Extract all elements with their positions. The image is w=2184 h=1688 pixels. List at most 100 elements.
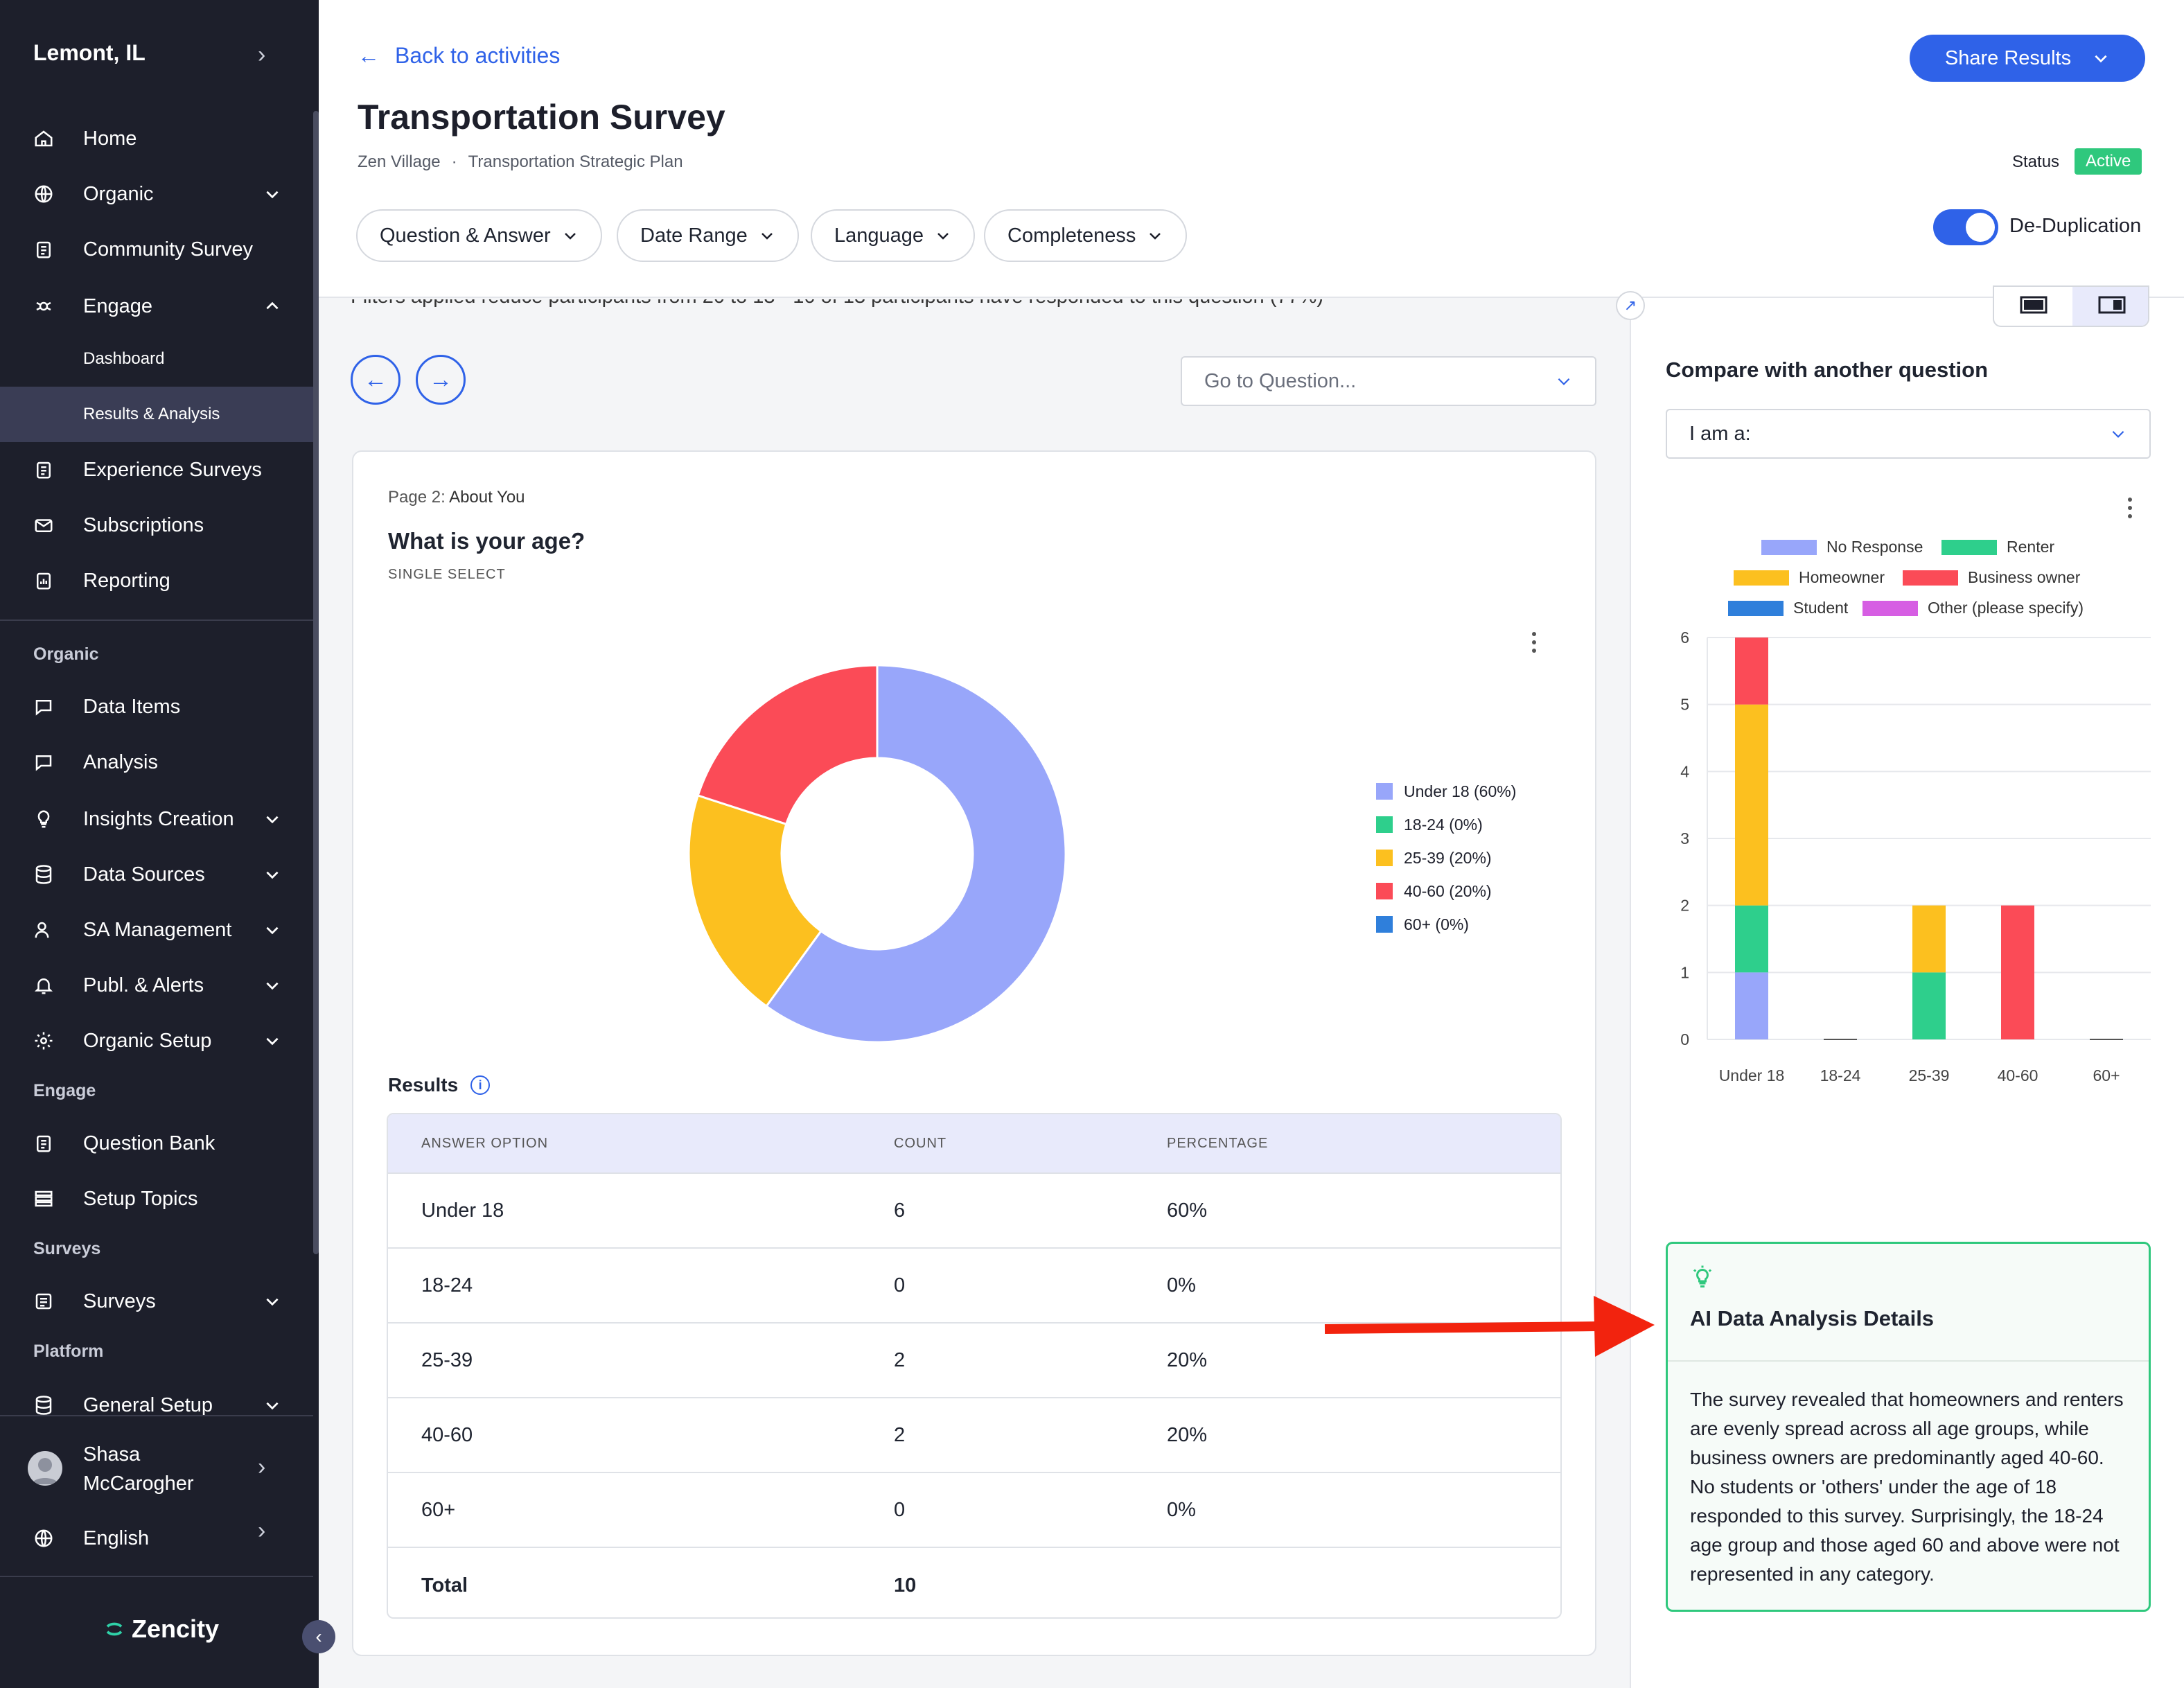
filter-question-answer[interactable]: Question & Answer (356, 209, 602, 262)
city-switcher[interactable]: Lemont, IL (33, 40, 146, 65)
view-split-button[interactable] (2072, 287, 2148, 326)
prev-question-button[interactable]: ← (351, 355, 400, 405)
sidebar-item-organic[interactable]: Organic (0, 172, 313, 216)
chevron-down-icon[interactable] (263, 185, 281, 203)
page-label: Page 2: About You (388, 488, 525, 507)
chevron-right-icon[interactable]: › (258, 42, 266, 68)
collapse-sidebar-button[interactable]: ‹ (302, 1620, 335, 1653)
chevron-down-icon[interactable] (263, 976, 281, 994)
legend-item[interactable]: Student (1728, 599, 1848, 617)
goto-question-select[interactable]: Go to Question... (1181, 356, 1596, 406)
compare-title: Compare with another question (1666, 358, 1989, 382)
chevron-up-icon[interactable] (263, 297, 281, 315)
compare-question-select[interactable]: I am a: (1666, 409, 2151, 459)
user-name[interactable]: Shasa McCarogher (83, 1440, 194, 1498)
sidebar-item-general-setup[interactable]: General Setup (0, 1383, 313, 1427)
legend-swatch (1376, 850, 1393, 866)
y-tick-label: 1 (1680, 963, 1689, 981)
answer-option: 18-24 (421, 1274, 473, 1296)
legend-item[interactable]: No Response (1761, 538, 1923, 556)
legend-swatch (1728, 600, 1784, 616)
sidebar-item-language[interactable]: English (0, 1516, 313, 1560)
sidebar-item-experience-surveys[interactable]: Experience Surveys (0, 448, 313, 492)
sidebar-item-setup-topics[interactable]: Setup Topics (0, 1177, 313, 1221)
legend-item[interactable]: Renter (1941, 538, 2054, 556)
bar-segment-renter (1735, 905, 1768, 973)
filter-label: Date Range (640, 224, 748, 247)
chevron-down-icon[interactable] (263, 810, 281, 828)
page-name: About You (449, 488, 525, 507)
sidebar-item-surveys[interactable]: Surveys (0, 1279, 313, 1324)
info-icon[interactable]: i (470, 1075, 491, 1095)
filter-date-range[interactable]: Date Range (617, 209, 799, 262)
avatar[interactable] (28, 1451, 62, 1486)
legend-item[interactable]: Business owner (1903, 568, 2080, 587)
legend-swatch (1941, 539, 1997, 555)
breadcrumb-item[interactable]: Zen Village (358, 152, 441, 171)
sidebar-scrollbar[interactable] (313, 111, 319, 1254)
sidebar-item-community-survey[interactable]: Community Survey (0, 227, 313, 272)
legend-item[interactable]: 40-60 (20%) (1376, 874, 1516, 908)
compare-chart-menu-icon[interactable] (2127, 498, 2133, 518)
bar-segment-homeowner (1912, 905, 1946, 973)
chevron-right-icon[interactable]: › (258, 1518, 266, 1544)
chevron-down-icon[interactable] (263, 865, 281, 883)
sidebar-item-dashboard[interactable]: Dashboard (0, 331, 313, 387)
view-single-button[interactable] (1994, 287, 2072, 326)
sidebar-item-engage[interactable]: Engage (0, 284, 313, 328)
chevron-down-icon (1558, 378, 1570, 385)
sidebar-item-question-bank[interactable]: Question Bank (0, 1121, 313, 1166)
sidebar-item-results-analysis[interactable]: Results & Analysis (0, 387, 313, 442)
back-link[interactable]: ← Back to activities (358, 43, 560, 69)
deduplication-toggle[interactable] (1933, 209, 1998, 245)
compare-question-value: I am a: (1689, 422, 1751, 445)
chevron-down-icon[interactable] (263, 921, 281, 939)
share-results-button[interactable]: Share Results (1910, 35, 2145, 82)
legend-item[interactable]: 25-39 (20%) (1376, 841, 1516, 874)
sidebar-item-data-items[interactable]: Data Items (0, 685, 313, 729)
sidebar-item-label: Surveys (83, 1290, 156, 1312)
sidebar-item-home[interactable]: Home (0, 116, 313, 161)
next-question-button[interactable]: → (416, 355, 466, 405)
mail-icon (32, 513, 55, 537)
filter-completeness[interactable]: Completeness (984, 209, 1188, 262)
breadcrumb-item[interactable]: Transportation Strategic Plan (468, 152, 683, 171)
sidebar-item-subscriptions[interactable]: Subscriptions (0, 503, 313, 547)
table-row: 18-24 0 0% (388, 1249, 1560, 1324)
sidebar-item-sa-management[interactable]: SA Management (0, 908, 313, 952)
filter-language[interactable]: Language (811, 209, 976, 262)
section-heading: Engage (33, 1081, 96, 1100)
y-tick-label: 5 (1680, 696, 1689, 714)
legend-item[interactable]: Under 18 (60%) (1376, 775, 1516, 808)
legend-item[interactable]: Homeowner (1734, 568, 1885, 587)
chevron-right-icon[interactable]: › (258, 1454, 266, 1480)
sidebar-item-publ-alerts[interactable]: Publ. & Alerts (0, 963, 313, 1008)
chevron-down-icon[interactable] (263, 1032, 281, 1050)
sidebar-item-organic-setup[interactable]: Organic Setup (0, 1019, 313, 1063)
chevron-down-icon[interactable] (263, 1292, 281, 1310)
lightbulb-icon (1693, 1265, 1712, 1287)
sidebar-item-insights-creation[interactable]: Insights Creation (0, 797, 313, 841)
sidebar-item-analysis[interactable]: Analysis (0, 740, 313, 784)
engage-icon (32, 294, 55, 318)
single-view-icon (2020, 296, 2047, 314)
chart-menu-icon[interactable] (1531, 632, 1537, 653)
view-toggle (1993, 285, 2149, 327)
sidebar: Lemont, IL › Home Organic Community Surv… (0, 0, 319, 1688)
filter-label: Language (834, 224, 924, 247)
language-label: English (83, 1527, 150, 1549)
legend-item[interactable]: 18-24 (0%) (1376, 808, 1516, 841)
sidebar-item-data-sources[interactable]: Data Sources (0, 852, 313, 897)
legend-label: Other (please specify) (1928, 599, 2084, 617)
share-results-label: Share Results (1944, 46, 2072, 69)
legend-item[interactable]: Other (please specify) (1862, 599, 2084, 617)
list-icon (32, 1187, 55, 1211)
ai-analysis-title: AI Data Analysis Details (1690, 1306, 1935, 1330)
ai-analysis-card: AI Data Analysis Details The survey reve… (1666, 1242, 2151, 1612)
chevron-down-icon[interactable] (263, 1396, 281, 1414)
legend-item[interactable]: 60+ (0%) (1376, 908, 1516, 941)
sidebar-item-label: Analysis (83, 750, 158, 773)
sidebar-item-reporting[interactable]: Reporting (0, 559, 313, 603)
expand-panel-button[interactable]: ↗ (1616, 291, 1645, 320)
chevron-down-icon (1150, 233, 1161, 240)
